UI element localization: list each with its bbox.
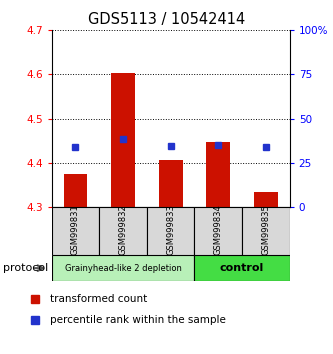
Bar	[159, 160, 182, 207]
Text: GSM999834: GSM999834	[214, 205, 223, 255]
Text: Grainyhead-like 2 depletion: Grainyhead-like 2 depletion	[65, 264, 181, 273]
Text: control: control	[220, 263, 264, 273]
Text: GSM999835: GSM999835	[261, 205, 270, 255]
Text: transformed count: transformed count	[50, 293, 147, 304]
Text: percentile rank within the sample: percentile rank within the sample	[50, 315, 225, 325]
Bar	[206, 142, 230, 207]
Text: protocol: protocol	[3, 263, 49, 273]
Bar	[254, 192, 278, 207]
Text: GSM999833: GSM999833	[166, 205, 175, 256]
Bar	[99, 207, 147, 255]
Text: GSM999831: GSM999831	[71, 205, 80, 255]
Text: GDS5113 / 10542414: GDS5113 / 10542414	[88, 12, 245, 27]
Bar	[147, 207, 194, 255]
Bar	[194, 255, 290, 281]
Text: GSM999832: GSM999832	[119, 205, 128, 255]
Bar	[194, 207, 242, 255]
Bar	[242, 207, 290, 255]
Bar	[111, 73, 135, 207]
Bar	[52, 207, 99, 255]
Bar	[52, 255, 194, 281]
Bar	[64, 174, 87, 207]
